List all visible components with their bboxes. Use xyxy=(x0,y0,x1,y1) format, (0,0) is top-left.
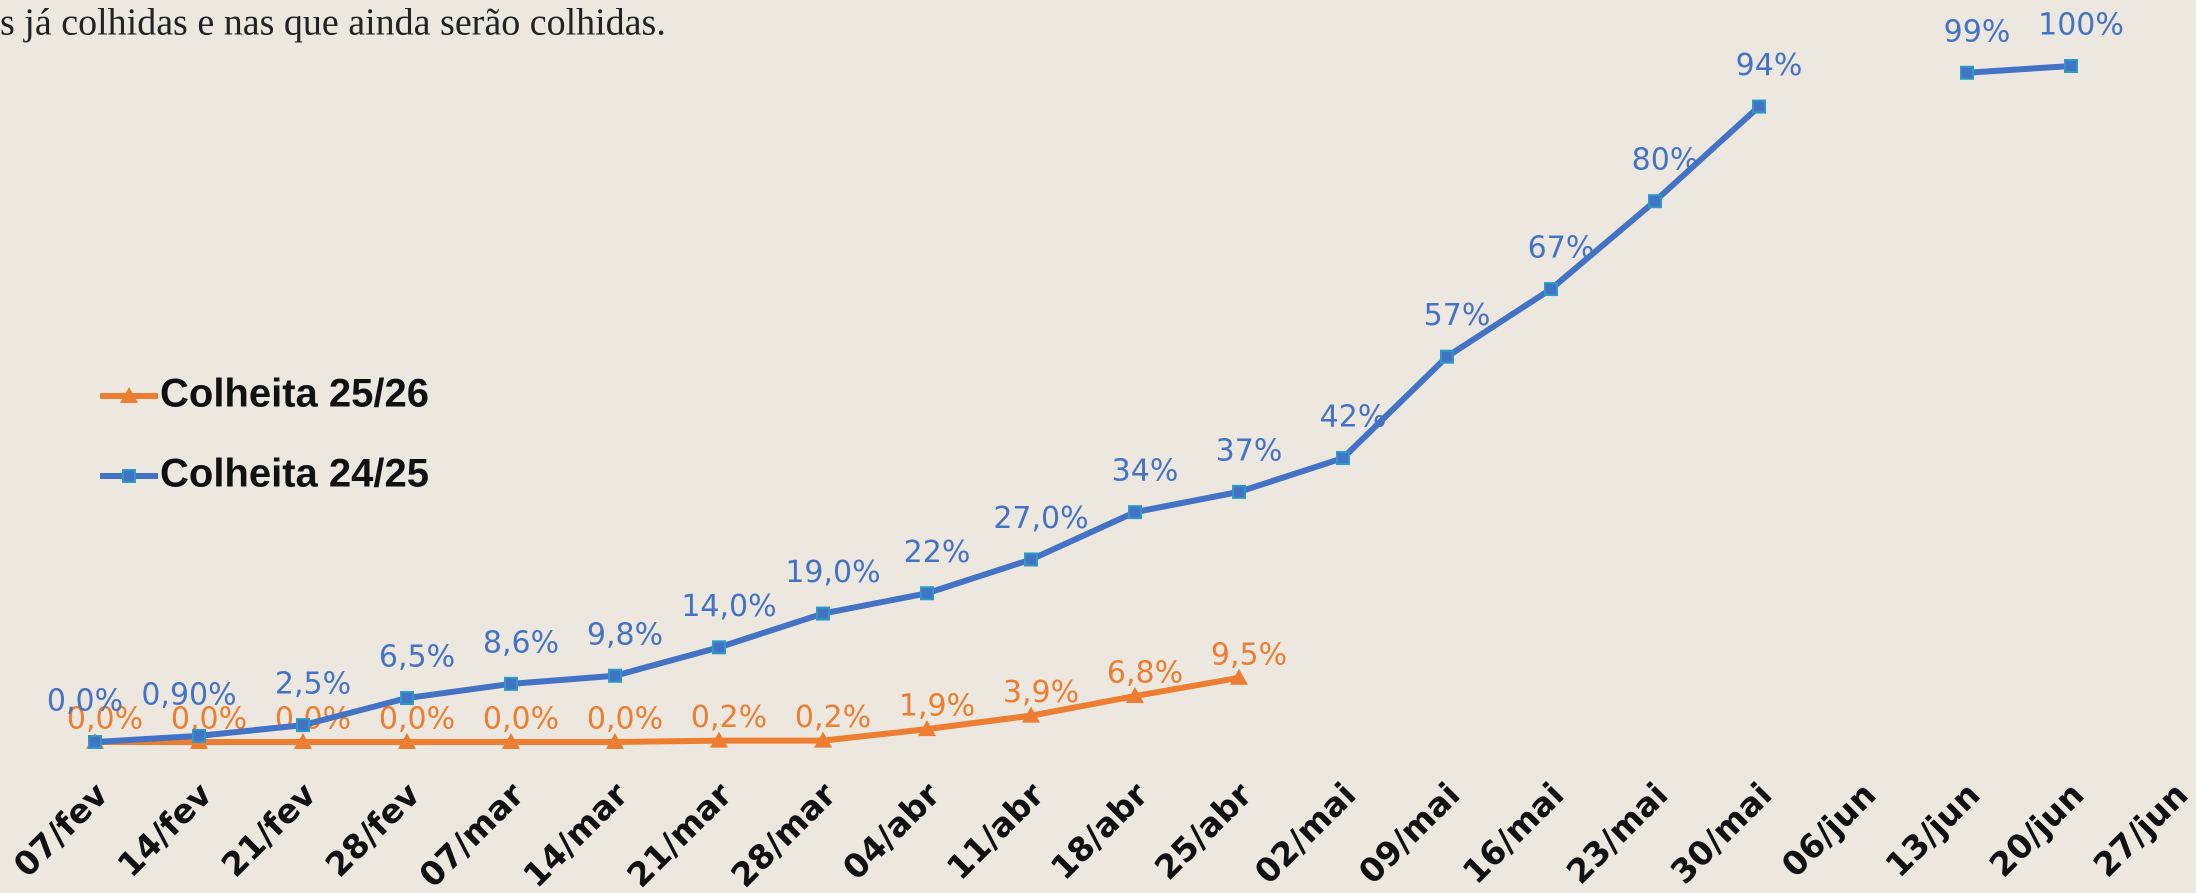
point-marker xyxy=(816,606,830,621)
data-label: 0,0% xyxy=(587,702,663,737)
data-label: 42% xyxy=(1320,400,1387,435)
caption: s já colhidas e nas que ainda serão colh… xyxy=(0,2,666,44)
data-label: 0,2% xyxy=(795,700,871,735)
data-label: 9,8% xyxy=(587,617,663,652)
point-marker xyxy=(192,728,206,743)
point-marker xyxy=(1648,194,1662,209)
data-label: 1,9% xyxy=(899,689,975,724)
data-label: 9,5% xyxy=(1211,637,1287,672)
point-marker xyxy=(1960,65,1974,80)
data-label: 27,0% xyxy=(993,501,1088,536)
point-marker xyxy=(1230,668,1248,685)
x-tick-label: 21/fev xyxy=(214,774,324,884)
data-label: 34% xyxy=(1112,454,1179,489)
x-tick-label: 14/fev xyxy=(110,774,220,884)
x-tick-label: 18/abr xyxy=(1043,774,1156,887)
series-line xyxy=(95,674,1240,745)
x-tick-label: 25/abr xyxy=(1147,774,1260,887)
x-tick-label: 02/mai xyxy=(1247,775,1364,892)
x-tick-label: 07/mar xyxy=(411,774,532,893)
point-marker xyxy=(398,733,416,749)
point-marker xyxy=(1128,505,1142,520)
point-marker xyxy=(88,735,102,749)
point-marker xyxy=(504,676,518,691)
point-marker xyxy=(400,691,414,706)
data-label: 6,5% xyxy=(379,640,455,675)
point-marker xyxy=(1752,99,1766,114)
data-label: 0,90% xyxy=(141,677,236,712)
data-label: 94% xyxy=(1736,48,1803,83)
point-marker xyxy=(710,731,728,748)
data-label: 0,0% xyxy=(483,702,559,737)
x-tick-label: 20/jun xyxy=(1982,775,2092,885)
data-label: 0,0% xyxy=(67,702,143,737)
point-marker xyxy=(1022,706,1040,723)
point-marker xyxy=(712,640,726,655)
data-label: 14,0% xyxy=(681,589,776,624)
point-marker xyxy=(1336,451,1350,466)
legend-label: Colheita 24/25 xyxy=(160,452,429,496)
data-label: 0,0% xyxy=(47,684,123,719)
data-label: 22% xyxy=(904,535,971,570)
x-tick-label: 23/mai xyxy=(1559,775,1676,892)
x-tick-label: 14/mar xyxy=(515,774,636,893)
data-label: 57% xyxy=(1424,298,1491,333)
x-tick-label: 09/mai xyxy=(1351,775,1468,892)
data-label: 6,8% xyxy=(1107,656,1183,691)
x-tick-label: 30/mai xyxy=(1663,775,1780,892)
x-tick-label: 07/fev xyxy=(6,774,116,884)
point-marker xyxy=(1024,552,1038,567)
point-marker xyxy=(1126,687,1144,704)
point-marker xyxy=(814,731,832,748)
point-marker xyxy=(502,733,520,749)
data-label: 2,5% xyxy=(275,667,351,702)
data-label: 99% xyxy=(1944,14,2011,49)
point-marker xyxy=(296,718,310,733)
point-marker xyxy=(606,733,624,749)
point-marker xyxy=(294,733,312,749)
x-tick-label: 06/jun xyxy=(1774,775,1884,885)
legend-marker xyxy=(122,469,136,483)
point-marker xyxy=(1544,282,1558,297)
data-label: 37% xyxy=(1216,433,1283,468)
x-tick-label: 28/mar xyxy=(723,774,844,893)
legend-marker xyxy=(120,387,138,403)
x-tick-label: 13/jun xyxy=(1878,775,1988,885)
x-tick-label: 27/jun xyxy=(2086,775,2196,885)
data-label: 100% xyxy=(2038,8,2124,43)
data-label: 0,2% xyxy=(691,700,767,735)
point-marker xyxy=(2064,59,2078,73)
point-marker xyxy=(1232,484,1246,499)
data-label: 67% xyxy=(1528,231,1595,266)
x-tick-label: 16/mai xyxy=(1455,775,1572,892)
point-marker xyxy=(1440,349,1454,364)
legend-label: Colheita 25/26 xyxy=(160,372,429,416)
point-marker xyxy=(920,586,934,601)
x-tick-label: 04/abr xyxy=(835,774,948,887)
data-label: 80% xyxy=(1632,143,1699,178)
point-marker xyxy=(608,668,622,683)
x-tick-label: 11/abr xyxy=(939,774,1052,887)
point-marker xyxy=(918,720,936,737)
data-label: 0,0% xyxy=(379,702,455,737)
data-label: 3,9% xyxy=(1003,675,1079,710)
data-label: 8,6% xyxy=(483,625,559,660)
x-tick-label: 21/mar xyxy=(619,774,740,893)
data-label: 19,0% xyxy=(785,555,880,590)
data-label: 0,0% xyxy=(275,702,351,737)
